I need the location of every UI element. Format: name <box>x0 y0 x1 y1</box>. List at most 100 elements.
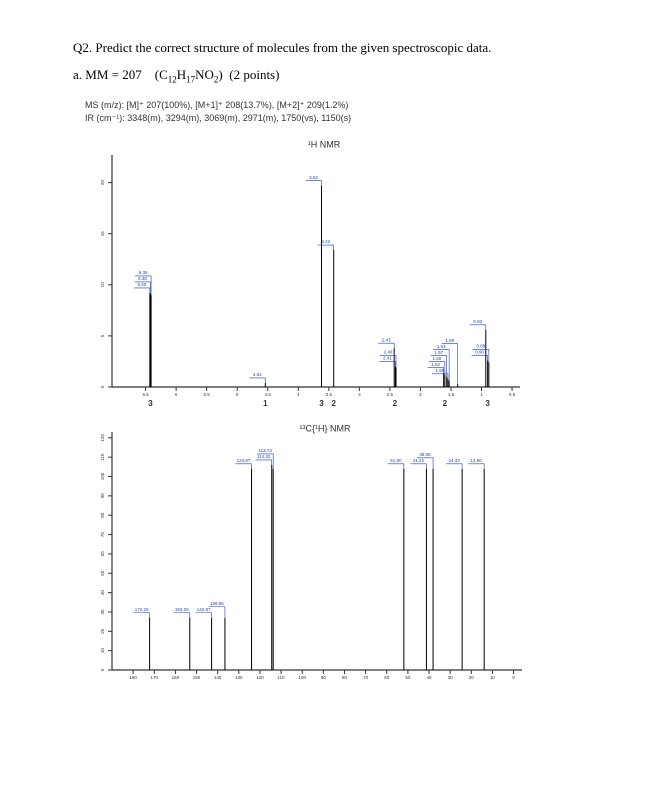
peak-label: 24.33 <box>448 458 460 463</box>
x-tick-label: 130 <box>235 675 243 680</box>
x-tick-label: 5 <box>236 392 239 397</box>
peak-label: 136.56 <box>210 601 224 606</box>
x-tick-label: 3.5 <box>326 392 333 397</box>
x-tick-label: 0.5 <box>509 392 516 397</box>
peak-label: 6.36 <box>139 270 148 275</box>
leader-line <box>173 612 191 618</box>
peak-label: 4.54 <box>253 372 262 377</box>
x-tick-label: 50 <box>405 675 411 680</box>
leader-line <box>379 361 396 367</box>
x-tick-label: 5.5 <box>204 392 211 397</box>
peak-label: 1.60 <box>432 356 441 361</box>
y-tick-label: 70 <box>100 532 105 538</box>
peak-label: 6.40 <box>137 282 146 287</box>
integration: 2 <box>393 399 398 408</box>
x-tick-label: 6 <box>175 392 178 397</box>
chart-title: ¹³C{¹H} NMR <box>300 423 351 433</box>
formula-part: (C <box>154 67 168 82</box>
peak-label: 2.43 <box>382 337 391 342</box>
leader-line <box>378 342 395 349</box>
peak-label: 0.88 <box>476 344 485 349</box>
x-tick-label: 40 <box>427 675 433 680</box>
x-tick-label: 4.5 <box>265 392 272 397</box>
leader-line <box>135 275 152 296</box>
peak-label: 113.73 <box>258 448 272 453</box>
y-tick-label: 5 <box>100 334 105 337</box>
leader-line <box>427 367 444 373</box>
peak-label: 114.42 <box>257 454 271 459</box>
peak-label: 1.59 <box>445 338 454 343</box>
formula-part: 2 <box>213 74 219 85</box>
y-tick-label: 10 <box>100 282 105 288</box>
peak-label: 1.53 <box>437 344 446 349</box>
integration: 1 <box>263 399 268 408</box>
leader-line <box>195 612 212 618</box>
x-tick-label: 90 <box>321 675 327 680</box>
question: Q2. Predict the correct structure of mol… <box>73 40 492 55</box>
part-line: a. MM = 207 (C12H17NO2) (2 points) <box>73 67 279 85</box>
leader-line <box>441 343 459 384</box>
leader-line <box>433 349 450 381</box>
peak-label: 172.20 <box>135 607 149 612</box>
leader-line <box>472 349 490 363</box>
leader-line <box>255 459 273 465</box>
x-tick-label: 6.5 <box>142 392 149 397</box>
integration: 3 <box>319 399 324 408</box>
y-tick-label: 40 <box>100 590 105 596</box>
y-tick-label: 90 <box>100 493 105 499</box>
peak-label: 1.57 <box>434 350 443 355</box>
peak-label: 51.90 <box>390 458 402 463</box>
x-tick-label: 140 <box>214 675 222 680</box>
y-tick-label: 100 <box>100 472 105 480</box>
peak-label: 3.42 <box>321 239 330 244</box>
leader-line <box>469 324 487 330</box>
x-tick-label: 1 <box>480 392 483 397</box>
chart-title: ¹H NMR <box>308 139 341 149</box>
y-tick-label: 110 <box>100 453 105 461</box>
y-tick-label: 15 <box>100 231 105 237</box>
leader-line <box>417 457 434 469</box>
peak-label: 1.55 <box>436 368 445 373</box>
y-tick-label: 60 <box>100 551 105 557</box>
y-tick-label: 50 <box>100 570 105 576</box>
x-tick-label: 60 <box>384 675 390 680</box>
y-tick-label: 120 <box>100 434 105 442</box>
formula-part: NO <box>195 67 214 82</box>
integration: 2 <box>331 399 336 408</box>
leader-line <box>387 463 405 469</box>
x-tick-label: 100 <box>298 675 306 680</box>
x-tick-label: 30 <box>448 675 454 680</box>
formula-part: ) <box>218 67 223 82</box>
peak-label: 13.90 <box>471 458 483 463</box>
leader-line <box>208 606 226 618</box>
x-tick-label: 180 <box>129 675 137 680</box>
leader-line <box>446 463 463 469</box>
peak-label: 153.20 <box>175 607 189 612</box>
ir-data: IR (cm⁻¹): 3348(m), 3294(m), 3069(m), 29… <box>85 113 352 123</box>
peak-label: 38.08 <box>419 452 431 457</box>
x-tick-label: 20 <box>469 675 475 680</box>
peak-label: 1.62 <box>431 362 440 367</box>
leader-line <box>257 453 274 469</box>
x-tick-label: 10 <box>490 675 496 680</box>
peak-label: 0.93 <box>473 319 482 324</box>
part: a. MM = 207 <box>73 67 142 82</box>
x-tick-label: 1.5 <box>448 392 455 397</box>
leader-line <box>133 287 151 293</box>
y-tick-label: 20 <box>100 628 105 634</box>
y-tick-label: 20 <box>100 180 105 186</box>
leader-line <box>428 361 446 375</box>
y-tick-label: 0 <box>100 385 105 388</box>
peak-label: 123.97 <box>237 458 251 463</box>
leader-line <box>410 463 427 469</box>
peak-label: 3.62 <box>309 175 318 180</box>
x-tick-label: 160 <box>172 675 180 680</box>
leader-line <box>471 355 488 361</box>
formula-part: 12 <box>167 74 177 85</box>
x-tick-label: 2.5 <box>387 392 394 397</box>
leader-line <box>235 463 252 469</box>
leader-line <box>380 355 397 368</box>
peak-label: 0.90 <box>475 350 484 355</box>
